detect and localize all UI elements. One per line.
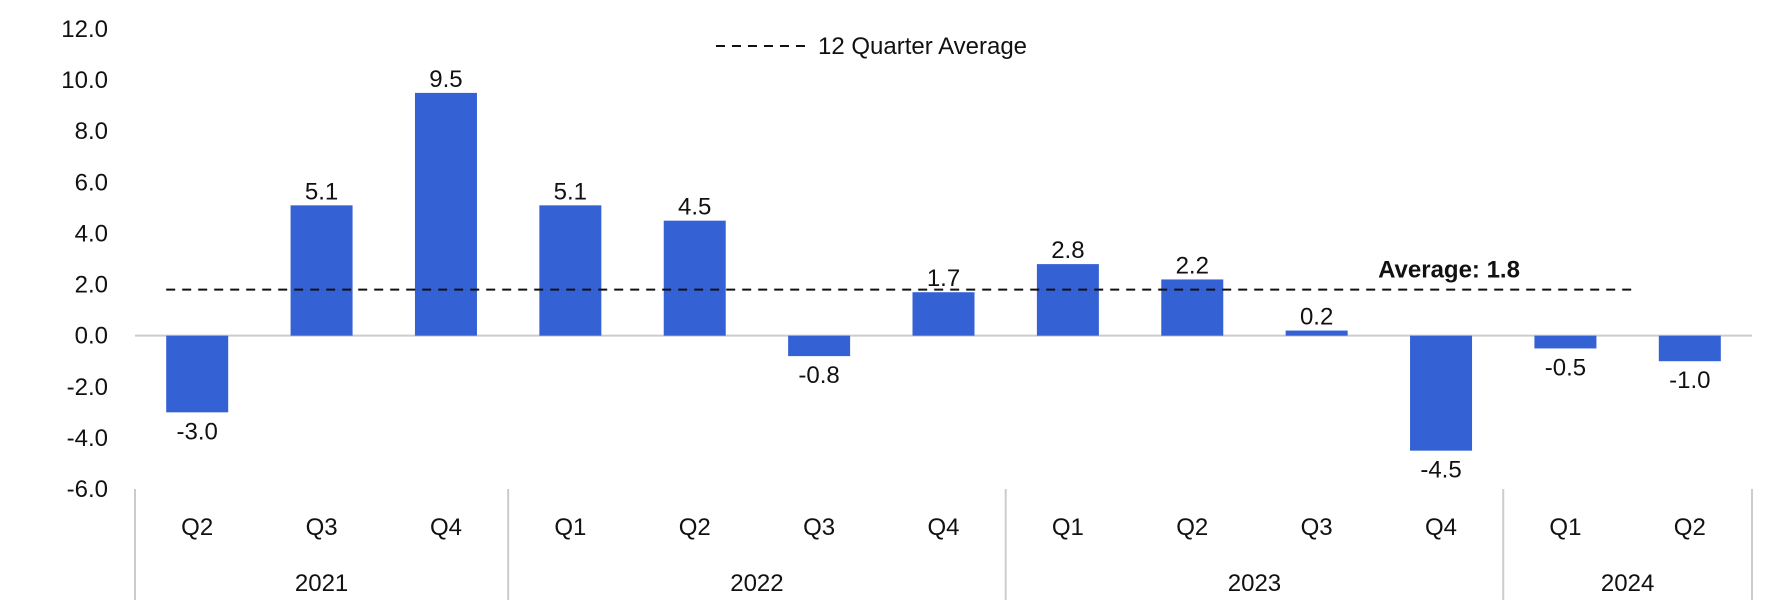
bar bbox=[912, 292, 975, 336]
average-layer: Average: 1.8 bbox=[166, 257, 1637, 291]
bar bbox=[414, 92, 477, 336]
x-tick-label: Q2 bbox=[1176, 514, 1208, 541]
x-tick-label: Q4 bbox=[1425, 514, 1457, 541]
bar-value-label: 5.1 bbox=[305, 178, 338, 205]
x-group-label: 2022 bbox=[730, 570, 783, 597]
x-tick-label: Q2 bbox=[679, 514, 711, 541]
bar-value-label: 4.5 bbox=[678, 194, 711, 221]
x-group-label: 2024 bbox=[1601, 570, 1654, 597]
bar bbox=[1036, 264, 1099, 336]
bar-value-label: -1.0 bbox=[1669, 367, 1710, 394]
y-tick-label: 12.0 bbox=[61, 16, 108, 43]
bar-value-label: -0.5 bbox=[1545, 354, 1586, 381]
y-tick-label: 10.0 bbox=[61, 67, 108, 94]
y-tick-label: -2.0 bbox=[67, 374, 108, 401]
bar bbox=[1534, 335, 1597, 349]
bar-value-label: 9.5 bbox=[429, 66, 462, 93]
bar bbox=[663, 220, 726, 336]
bar bbox=[1161, 279, 1224, 336]
y-tick-label: 0.0 bbox=[75, 323, 108, 350]
x-tick-label: Q2 bbox=[181, 514, 213, 541]
bar-value-label: 2.2 bbox=[1176, 252, 1209, 279]
x-axis-separators bbox=[134, 489, 1753, 600]
legend-label: 12 Quarter Average bbox=[818, 33, 1027, 60]
bar-value-label: -3.0 bbox=[177, 418, 218, 445]
y-tick-label: -6.0 bbox=[67, 476, 108, 503]
y-tick-label: 2.0 bbox=[75, 272, 108, 299]
bar bbox=[1285, 330, 1348, 336]
legend: 12 Quarter Average bbox=[716, 33, 1027, 60]
bar bbox=[1410, 335, 1473, 451]
bars bbox=[166, 92, 1721, 451]
x-tick-label: Q2 bbox=[1674, 514, 1706, 541]
group-labels: 2021 2022 2023 2024 bbox=[295, 570, 1654, 597]
bar-value-label: 2.8 bbox=[1051, 237, 1084, 264]
bar-value-label: 0.2 bbox=[1300, 304, 1333, 331]
x-group-label: 2023 bbox=[1228, 570, 1281, 597]
y-tick-label: -4.0 bbox=[67, 425, 108, 452]
x-tick-label: Q3 bbox=[306, 514, 338, 541]
x-tick-label: Q4 bbox=[927, 514, 959, 541]
y-tick-label: 6.0 bbox=[75, 169, 108, 196]
category-labels: Q2 Q3 Q4 Q1 Q2 Q3 Q4 Q1 Q2 Q3 Q4 Q1 Q2 bbox=[181, 514, 1706, 541]
bar-value-label: -4.5 bbox=[1420, 457, 1461, 484]
bar-value-label: 5.1 bbox=[554, 178, 587, 205]
average-label: Average: 1.8 bbox=[1378, 257, 1520, 284]
bar-value-label: 1.7 bbox=[927, 265, 960, 292]
x-tick-label: Q3 bbox=[803, 514, 835, 541]
bar-value-label: -0.8 bbox=[798, 362, 839, 389]
y-axis: 12.0 10.0 8.0 6.0 4.0 2.0 0.0 -2.0 -4.0 -6.0 bbox=[61, 16, 108, 503]
bar bbox=[166, 335, 229, 413]
x-tick-label: Q1 bbox=[1549, 514, 1581, 541]
x-tick-label: Q3 bbox=[1301, 514, 1333, 541]
x-tick-label: Q4 bbox=[430, 514, 462, 541]
bar-labels: -3.0 5.1 9.5 5.1 4.5 -0.8 1.7 2.8 2.2 0.2 -4.5 -0.5… bbox=[177, 66, 1711, 484]
bar bbox=[788, 335, 851, 357]
x-tick-label: Q1 bbox=[1052, 514, 1084, 541]
y-tick-label: 4.0 bbox=[75, 220, 108, 247]
bar bbox=[539, 205, 602, 336]
bar bbox=[1658, 335, 1721, 362]
y-tick-label: 8.0 bbox=[75, 118, 108, 145]
bar bbox=[290, 205, 353, 336]
x-tick-label: Q1 bbox=[554, 514, 586, 541]
x-group-label: 2021 bbox=[295, 570, 348, 597]
